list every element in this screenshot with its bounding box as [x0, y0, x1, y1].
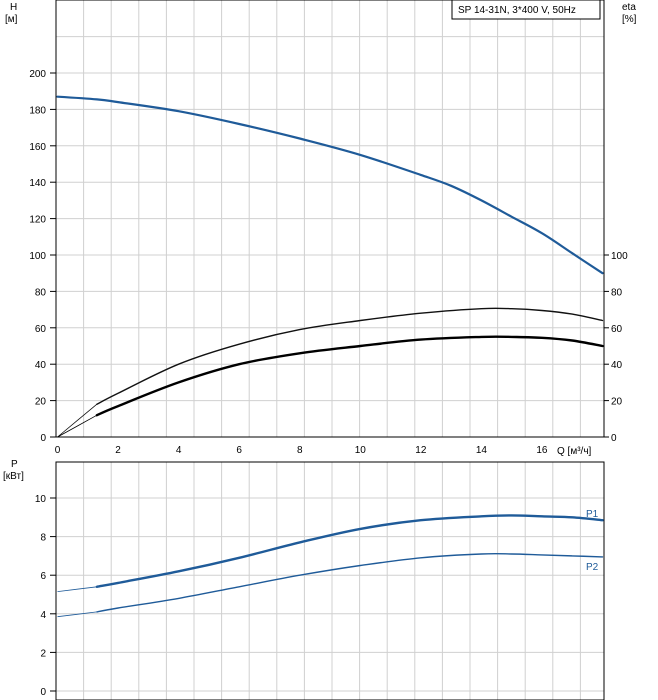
y-tick-label-left: 100	[29, 251, 46, 262]
bottom-panel-curves	[57, 514, 604, 618]
series-label-p2: P2	[586, 562, 599, 573]
x-tick-label: 4	[176, 445, 182, 456]
y-axis-unit-left: [м]	[5, 14, 18, 25]
power-tick-label: 6	[40, 571, 46, 582]
y-axis-label-right: eta	[622, 2, 636, 13]
y-tick-label-right: 60	[611, 324, 623, 335]
bottom-panel-grid	[56, 462, 604, 700]
x-tick-label: 14	[476, 445, 488, 456]
x-tick-label: 16	[536, 445, 548, 456]
x-tick-label: 2	[115, 445, 121, 456]
x-tick-label: 8	[297, 445, 303, 456]
power-axis-unit: [кВт]	[3, 471, 24, 482]
power-curve-p1-extension	[57, 586, 97, 592]
y-tick-label-left: 180	[29, 105, 46, 116]
power-curve-p1	[95, 514, 604, 588]
y-tick-label-right: 40	[611, 360, 623, 371]
x-tick-label: 10	[355, 445, 367, 456]
x-tick-label: 6	[236, 445, 242, 456]
y-tick-label-left: 20	[35, 397, 47, 408]
y-tick-label-left: 200	[29, 69, 46, 80]
power-axis-label: P	[11, 459, 18, 470]
y-tick-label-left: 140	[29, 178, 46, 189]
y-tick-label-left: 40	[35, 360, 47, 371]
power-tick-label: 2	[40, 648, 46, 659]
power-tick-label: 10	[35, 494, 47, 505]
tick-labels: 0 2 4 6 8 10 12 14 16020406080100120140160180200…	[29, 69, 628, 698]
efficiency-curve-lower-extension	[57, 414, 98, 438]
power-curve-p2	[96, 552, 604, 613]
top-panel-curves	[56, 95, 604, 438]
x-tick-label: 12	[415, 445, 427, 456]
efficiency-curve-upper-extension	[57, 403, 98, 438]
y-tick-label-right: 100	[611, 251, 628, 262]
y-tick-label-left: 160	[29, 142, 46, 153]
power-curve-p2-extension	[57, 611, 97, 618]
bottom-panel-frame	[55, 461, 605, 700]
head-curve	[56, 95, 604, 275]
efficiency-curve-upper	[96, 307, 604, 405]
x-tick-label: 0	[55, 445, 61, 456]
efficiency-curve-lower	[95, 335, 604, 417]
legend-text: SP 14-31N, 3*400 V, 50Hz	[458, 5, 576, 16]
y-tick-label-right: 80	[611, 287, 623, 298]
power-tick-label: 8	[40, 533, 46, 544]
y-tick-label-left: 120	[29, 215, 46, 226]
y-axis-unit-right: [%]	[622, 14, 637, 25]
top-panel-grid	[56, 0, 604, 438]
y-tick-label-left: 60	[35, 324, 47, 335]
legend-box	[451, 0, 601, 20]
power-tick-label: 0	[40, 687, 46, 698]
y-tick-label-right: 0	[611, 433, 617, 444]
y-tick-label-right: 20	[611, 397, 623, 408]
y-tick-label-left: 80	[35, 287, 47, 298]
power-tick-label: 4	[40, 610, 46, 621]
x-axis-label: Q [м³/ч]	[557, 446, 592, 457]
y-axis-label-left: H	[10, 2, 17, 13]
y-tick-label-left: 0	[40, 433, 46, 444]
series-label-p1: P1	[586, 509, 599, 520]
